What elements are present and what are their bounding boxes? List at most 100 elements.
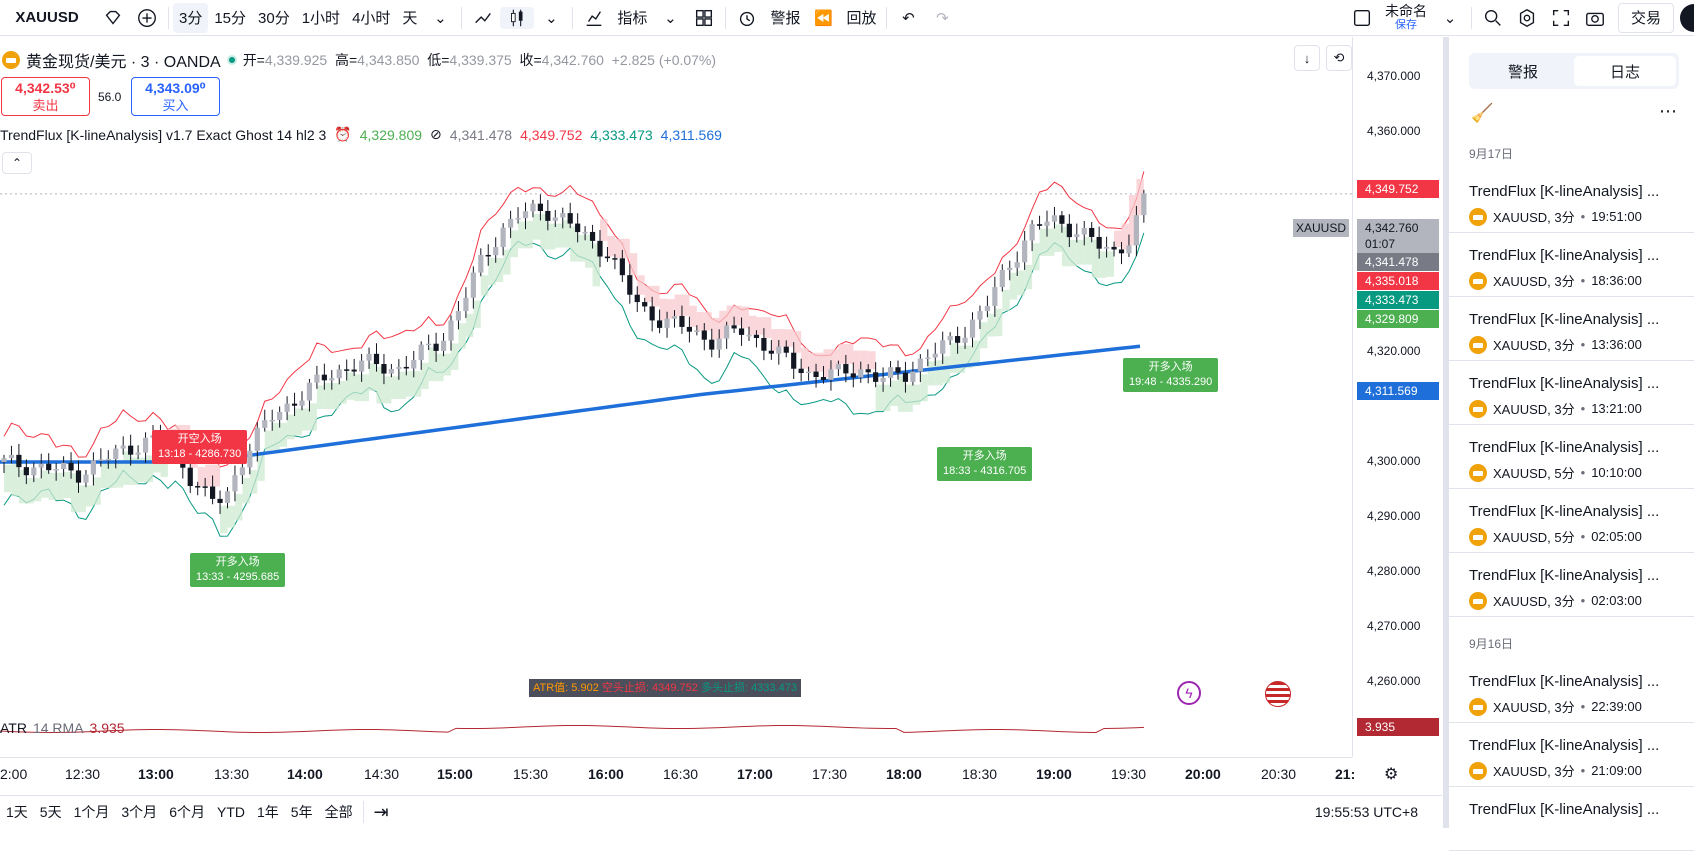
log-entry[interactable]: TrendFlux [K-lineAnalysis] ... XAUUSD, 3分… xyxy=(1449,723,1694,787)
long-zone-fill xyxy=(1039,228,1047,256)
hidden-eye-icon[interactable]: ⊘ xyxy=(430,126,442,142)
long-zone-fill xyxy=(264,430,273,451)
short-zone-fill xyxy=(711,317,720,340)
fullscreen-icon[interactable] xyxy=(1544,7,1578,29)
us-flag-icon[interactable] xyxy=(1265,681,1291,707)
range-5y[interactable]: 5年 xyxy=(290,804,313,820)
candle-down xyxy=(873,372,879,382)
redo-icon[interactable]: ↷ xyxy=(936,9,949,27)
settings-gear-icon[interactable] xyxy=(1510,7,1544,29)
quick-search-icon[interactable] xyxy=(1476,7,1510,29)
line-chart-icon[interactable] xyxy=(466,7,500,29)
alarm-clock-icon[interactable] xyxy=(730,7,764,29)
scroll-down-button[interactable]: ↓ xyxy=(1294,45,1320,71)
long-zone-fill xyxy=(972,340,980,367)
log-entry[interactable]: TrendFlux [K-lineAnalysis] ... XAUUSD, 3分… xyxy=(1449,169,1694,233)
layout-name-button[interactable]: 未命名 保存 xyxy=(1379,3,1433,33)
undo-icon[interactable]: ↶ xyxy=(902,9,915,27)
time-tick: 15:30 xyxy=(513,766,549,782)
log-entry[interactable]: TrendFlux [K-lineAnalysis] ... xyxy=(1449,787,1694,851)
indicators-icon[interactable] xyxy=(577,7,611,29)
tab-alerts[interactable]: 警报 xyxy=(1507,63,1538,81)
price-axis[interactable]: 4,370.000 4,360.000 4,320.000 4,300.000 … xyxy=(1293,37,1442,757)
short-zone-fill xyxy=(622,238,630,259)
log-entry[interactable]: TrendFlux [K-lineAnalysis] ... XAUUSD, 3分… xyxy=(1449,297,1694,361)
restore-pane-button[interactable]: ⟲ xyxy=(1326,45,1352,71)
candle-up xyxy=(999,269,1005,288)
range-1m[interactable]: 1个月 xyxy=(73,804,110,820)
alerts-button[interactable]: 警报 xyxy=(770,10,801,27)
range-all[interactable]: 全部 xyxy=(324,804,353,820)
long-zone-fill xyxy=(257,453,265,481)
price-tick: 4,280.000 xyxy=(1367,564,1421,578)
time-tick: 14:00 xyxy=(287,766,323,782)
layouts-grid-icon[interactable] xyxy=(687,7,721,29)
axis-settings-icon[interactable]: ⚙ xyxy=(1384,766,1399,783)
range-ytd[interactable]: YTD xyxy=(216,804,245,820)
chevron-down-icon[interactable]: ⌄ xyxy=(434,9,447,27)
symbol-title[interactable]: 黄金现货/美元 · 3 · OANDA xyxy=(26,54,221,71)
interval-15m[interactable]: 15分 xyxy=(214,10,247,27)
log-entry[interactable]: TrendFlux [K-lineAnalysis] ... XAUUSD, 5分… xyxy=(1449,425,1694,489)
range-1y[interactable]: 1年 xyxy=(256,804,279,820)
interval-30m[interactable]: 30分 xyxy=(258,10,290,27)
time-axis[interactable]: 2:00 12:30 13:00 13:30 14:00 14:30 15:00… xyxy=(0,757,1398,787)
rewind-icon[interactable]: ⏪ xyxy=(814,9,833,27)
chevron-down-icon[interactable]: ⌄ xyxy=(545,9,558,27)
range-1d[interactable]: 1天 xyxy=(6,804,28,820)
range-3m[interactable]: 3个月 xyxy=(121,804,158,820)
interval-4h[interactable]: 4小时 xyxy=(352,10,391,27)
log-entry[interactable]: TrendFlux [K-lineAnalysis] ... XAUUSD, 3分… xyxy=(1449,659,1694,723)
symbol-search[interactable]: XAUUSD xyxy=(15,9,79,26)
candle-down xyxy=(1036,224,1043,226)
short-zone-fill xyxy=(860,350,869,370)
buy-label: 买入 xyxy=(162,98,189,113)
log-entry-time: 02:05:00 xyxy=(1591,529,1642,544)
price-chart-canvas[interactable] xyxy=(0,37,1352,757)
log-entry[interactable]: TrendFlux [K-lineAnalysis] ... XAUUSD, 3分… xyxy=(1449,553,1694,617)
profile-avatar[interactable] xyxy=(1680,3,1694,32)
chevron-down-icon[interactable]: ⌄ xyxy=(664,9,677,27)
buy-button[interactable]: 4,343.09⁰ 买入 xyxy=(131,77,220,116)
short-zone-fill xyxy=(756,317,764,335)
alarm-icon[interactable]: ⏰ xyxy=(334,126,352,142)
candle-up xyxy=(366,353,372,361)
log-entry[interactable]: TrendFlux [K-lineAnalysis] ... XAUUSD, 3分… xyxy=(1449,361,1694,425)
indicator-name[interactable]: TrendFlux [K-lineAnalysis] v1.7 Exact Gh… xyxy=(0,126,327,143)
interval-1h[interactable]: 1小时 xyxy=(301,10,341,27)
goto-date-icon[interactable]: ⇥ xyxy=(373,801,389,822)
add-symbol-icon[interactable] xyxy=(130,7,164,29)
clock-timezone[interactable]: 19:55:53 UTC+8 xyxy=(1314,804,1418,820)
broom-clear-icon[interactable]: 🧹 xyxy=(1471,103,1494,123)
atr-legend[interactable]: ATR 14 RMA 3.935 xyxy=(0,720,125,736)
checkbox-icon[interactable] xyxy=(1345,7,1379,29)
range-5d[interactable]: 5天 xyxy=(39,804,62,820)
replay-button[interactable]: 回放 xyxy=(846,10,877,27)
candle-up xyxy=(53,469,59,471)
log-entry[interactable]: TrendFlux [K-lineAnalysis] ... XAUUSD, 5分… xyxy=(1449,489,1694,553)
more-options-icon[interactable]: ⋯ xyxy=(1659,101,1678,121)
long-zone-fill xyxy=(85,485,94,507)
short-zone-fill xyxy=(637,275,645,295)
short-zone-fill xyxy=(741,306,749,329)
chevron-down-icon[interactable]: ⌄ xyxy=(1443,9,1457,27)
tab-log[interactable]: 日志 xyxy=(1574,56,1676,86)
collapse-legend-button[interactable]: ⌃ xyxy=(2,152,32,174)
lightning-icon[interactable]: ϟ xyxy=(1177,681,1201,705)
diamond-icon[interactable] xyxy=(96,7,130,29)
camera-icon[interactable] xyxy=(1578,7,1612,29)
long-zone-fill xyxy=(428,347,437,382)
log-entry-symbol: XAUUSD, 3分 xyxy=(1493,274,1575,289)
trade-button[interactable]: 交易 xyxy=(1617,2,1674,33)
range-6m[interactable]: 6个月 xyxy=(169,804,205,820)
candle-up xyxy=(969,319,976,338)
interval-1d[interactable]: 天 xyxy=(402,10,418,27)
indicator-legend[interactable]: TrendFlux [K-lineAnalysis] v1.7 Exact Gh… xyxy=(0,126,722,143)
sell-button[interactable]: 4,342.53⁰ 卖出 xyxy=(1,77,90,116)
log-entry[interactable]: TrendFlux [K-lineAnalysis] ... XAUUSD, 3分… xyxy=(1449,233,1694,297)
interval-3m[interactable]: 3分 xyxy=(173,2,209,33)
candles-icon[interactable] xyxy=(500,6,535,29)
indicators-button[interactable]: 指标 xyxy=(617,10,648,27)
candle-up xyxy=(232,475,238,492)
long-zone-fill xyxy=(391,376,399,400)
